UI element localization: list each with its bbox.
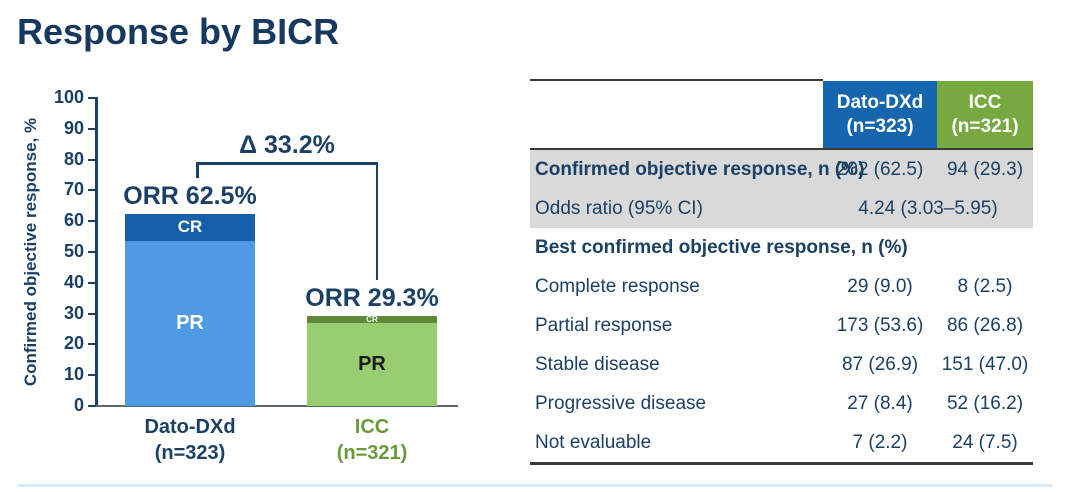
y-tick-mark	[88, 343, 96, 346]
y-tick-mark	[88, 220, 96, 223]
row-label: Odds ratio (95% CI)	[535, 197, 703, 219]
row-value-icc: 52 (16.2)	[946, 392, 1024, 414]
y-tick-label: 100	[53, 87, 84, 107]
x-category-n: (n=321)	[336, 442, 408, 464]
row-value-dato-dxd: 29 (9.0)	[847, 275, 913, 297]
orr-label-dato-dxd: ORR 62.5%	[123, 181, 257, 210]
x-category-name: Dato-DXd	[144, 416, 236, 438]
delta-bracket-left-tick	[196, 162, 199, 178]
row-label: Progressive disease	[535, 392, 707, 414]
table-header-icc: ICC (n=321)	[937, 81, 1033, 148]
orr-label-icc: ORR 29.3%	[305, 283, 439, 312]
y-tick-label: 90	[63, 117, 84, 138]
table-top-rule	[530, 78, 823, 81]
table-header-icc-line2: (n=321)	[951, 115, 1019, 137]
table-header-dato-line2: (n=323)	[846, 115, 914, 137]
y-tick-mark	[88, 312, 96, 315]
delta-bracket-horizontal-line	[196, 162, 378, 165]
bottom-divider	[18, 484, 1053, 487]
delta-bracket-right-tick	[375, 162, 378, 280]
bar-segment-dato-dxd-pr: PR	[125, 241, 255, 406]
y-tick-label: 80	[63, 148, 84, 169]
row-label: Best confirmed objective response, n (%)	[535, 236, 908, 258]
row-value-icc: 24 (7.5)	[952, 431, 1018, 453]
row-label: Complete response	[535, 275, 700, 297]
bar-segment-icc-pr: PR	[307, 323, 437, 406]
row-value-span: 4.24 (3.03–5.95)	[858, 197, 998, 219]
x-category-label-icc: ICC (n=321)	[282, 414, 462, 466]
x-category-n: (n=323)	[154, 442, 226, 464]
row-value-dato-dxd: 27 (8.4)	[847, 392, 913, 414]
row-value-icc: 94 (29.3)	[946, 158, 1024, 180]
table-rows: Confirmed objective response, n (%) 202 (…	[530, 148, 1033, 462]
table-row: Confirmed objective response, n (%) 202 (…	[530, 150, 1033, 189]
x-category-name: ICC	[354, 416, 390, 438]
y-tick-mark	[88, 374, 96, 377]
row-value-icc: 151 (47.0)	[941, 353, 1029, 375]
row-value-dato-dxd: 173 (53.6)	[836, 314, 924, 336]
row-value-dato-dxd: 202 (62.5)	[836, 158, 924, 180]
y-tick-label: 30	[63, 302, 84, 323]
bar-segment-icc-cr: CR	[307, 315, 437, 324]
table-row: Progressive disease 27 (8.4) 52 (16.2)	[530, 384, 1033, 423]
row-label: Confirmed objective response, n (%)	[535, 158, 865, 180]
y-tick-label: 50	[63, 241, 84, 261]
y-tick-label: 0	[73, 395, 84, 415]
row-label: Partial response	[535, 314, 673, 336]
table-row: Complete response 29 (9.0) 8 (2.5)	[530, 267, 1033, 306]
y-tick-mark	[88, 127, 96, 130]
page-title: Response by BICR	[17, 11, 340, 52]
table-header-dato-dxd: Dato-DXd (n=323)	[823, 81, 937, 148]
y-tick-label: 10	[63, 364, 84, 385]
y-tick-mark	[88, 281, 96, 284]
row-value-icc: 8 (2.5)	[957, 275, 1013, 297]
row-value-icc: 86 (26.8)	[946, 314, 1024, 336]
row-value-dato-dxd: 7 (2.2)	[852, 431, 908, 453]
y-tick-mark	[88, 251, 96, 253]
table-header-icc-line1: ICC	[968, 91, 1002, 113]
y-axis-line	[95, 97, 98, 407]
table-header-dato-line1: Dato-DXd	[836, 91, 924, 113]
row-label: Stable disease	[535, 353, 660, 375]
y-tick-mark	[88, 405, 96, 407]
y-tick-mark	[88, 158, 96, 161]
table-row: Partial response 173 (53.6) 86 (26.8)	[530, 306, 1033, 345]
row-label: Not evaluable	[535, 431, 652, 453]
table-row: Stable disease 87 (26.9) 151 (47.0)	[530, 345, 1033, 384]
table-bottom-rule	[530, 462, 1033, 465]
bar-segment-dato-dxd-cr: CR	[125, 213, 255, 242]
y-tick-label: 70	[63, 179, 84, 200]
x-category-label-dato-dxd: Dato-DXd (n=323)	[100, 414, 280, 466]
y-tick-mark	[88, 97, 96, 99]
x-axis-line	[95, 405, 458, 407]
y-tick-label: 20	[63, 333, 84, 354]
y-tick-label: 40	[63, 271, 84, 292]
table-row: Best confirmed objective response, n (%)	[530, 228, 1033, 267]
y-tick-mark	[88, 189, 96, 192]
row-value-dato-dxd: 87 (26.9)	[841, 353, 919, 375]
orr-bar-chart: Confirmed objective response, % 0 10 20 30 4…	[21, 87, 462, 466]
delta-label: Δ 33.2%	[239, 131, 335, 159]
table-row: Odds ratio (95% CI) 4.24 (3.03–5.95)	[530, 189, 1033, 228]
table-row: Not evaluable 7 (2.2) 24 (7.5)	[530, 423, 1033, 462]
y-tick-label: 60	[63, 210, 84, 231]
